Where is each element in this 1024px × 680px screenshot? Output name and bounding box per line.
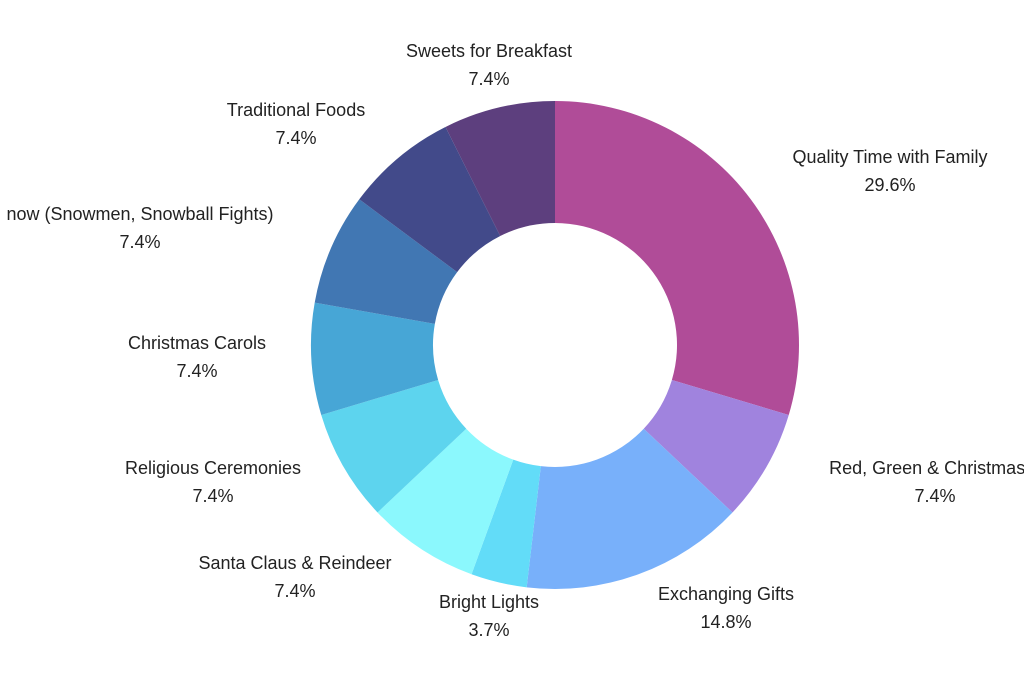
slice-value-label: 7.4%: [176, 361, 217, 381]
donut-slice: [471, 459, 541, 588]
slice-name-label: Religious Ceremonies: [125, 458, 301, 478]
donut-slice: [321, 379, 467, 513]
donut-slice: [377, 428, 514, 575]
slice-name-label: Sweets for Breakfast: [406, 41, 572, 61]
slice-name-label: Santa Claus & Reindeer: [198, 553, 391, 573]
slice-value-label: 7.4%: [275, 128, 316, 148]
slice-name-label: Quality Time with Family: [792, 147, 987, 167]
slice-name-label: Traditional Foods: [227, 100, 365, 120]
slice-name-label: now (Snowmen, Snowball Fights): [6, 204, 273, 224]
slice-value-label: 3.7%: [468, 620, 509, 640]
donut-slice: [555, 101, 799, 415]
slice-value-label: 7.4%: [119, 232, 160, 252]
donut-slice: [643, 379, 789, 513]
labels-group: Quality Time with Family 29.6% Red, Green …: [6, 41, 1024, 640]
slice-value-label: 29.6%: [864, 175, 915, 195]
donut-slice: [526, 428, 733, 589]
slice-value-label: 7.4%: [192, 486, 233, 506]
slice-value-label: 14.8%: [700, 612, 751, 632]
slice-value-label: 7.4%: [914, 486, 955, 506]
donut-slice: [314, 199, 458, 324]
donut-slice: [359, 126, 501, 273]
donut-slice: [445, 101, 555, 236]
slice-value-label: 7.4%: [468, 69, 509, 89]
slice-name-label: Christmas Carols: [128, 333, 266, 353]
slice-value-label: 7.4%: [274, 581, 315, 601]
slice-name-label: Bright Lights: [439, 592, 539, 612]
slice-name-label: Exchanging Gifts: [658, 584, 794, 604]
donut-slice: [311, 302, 439, 415]
slice-name-label: Red, Green & Christmas T: [829, 458, 1024, 478]
slices-group: [311, 101, 799, 589]
